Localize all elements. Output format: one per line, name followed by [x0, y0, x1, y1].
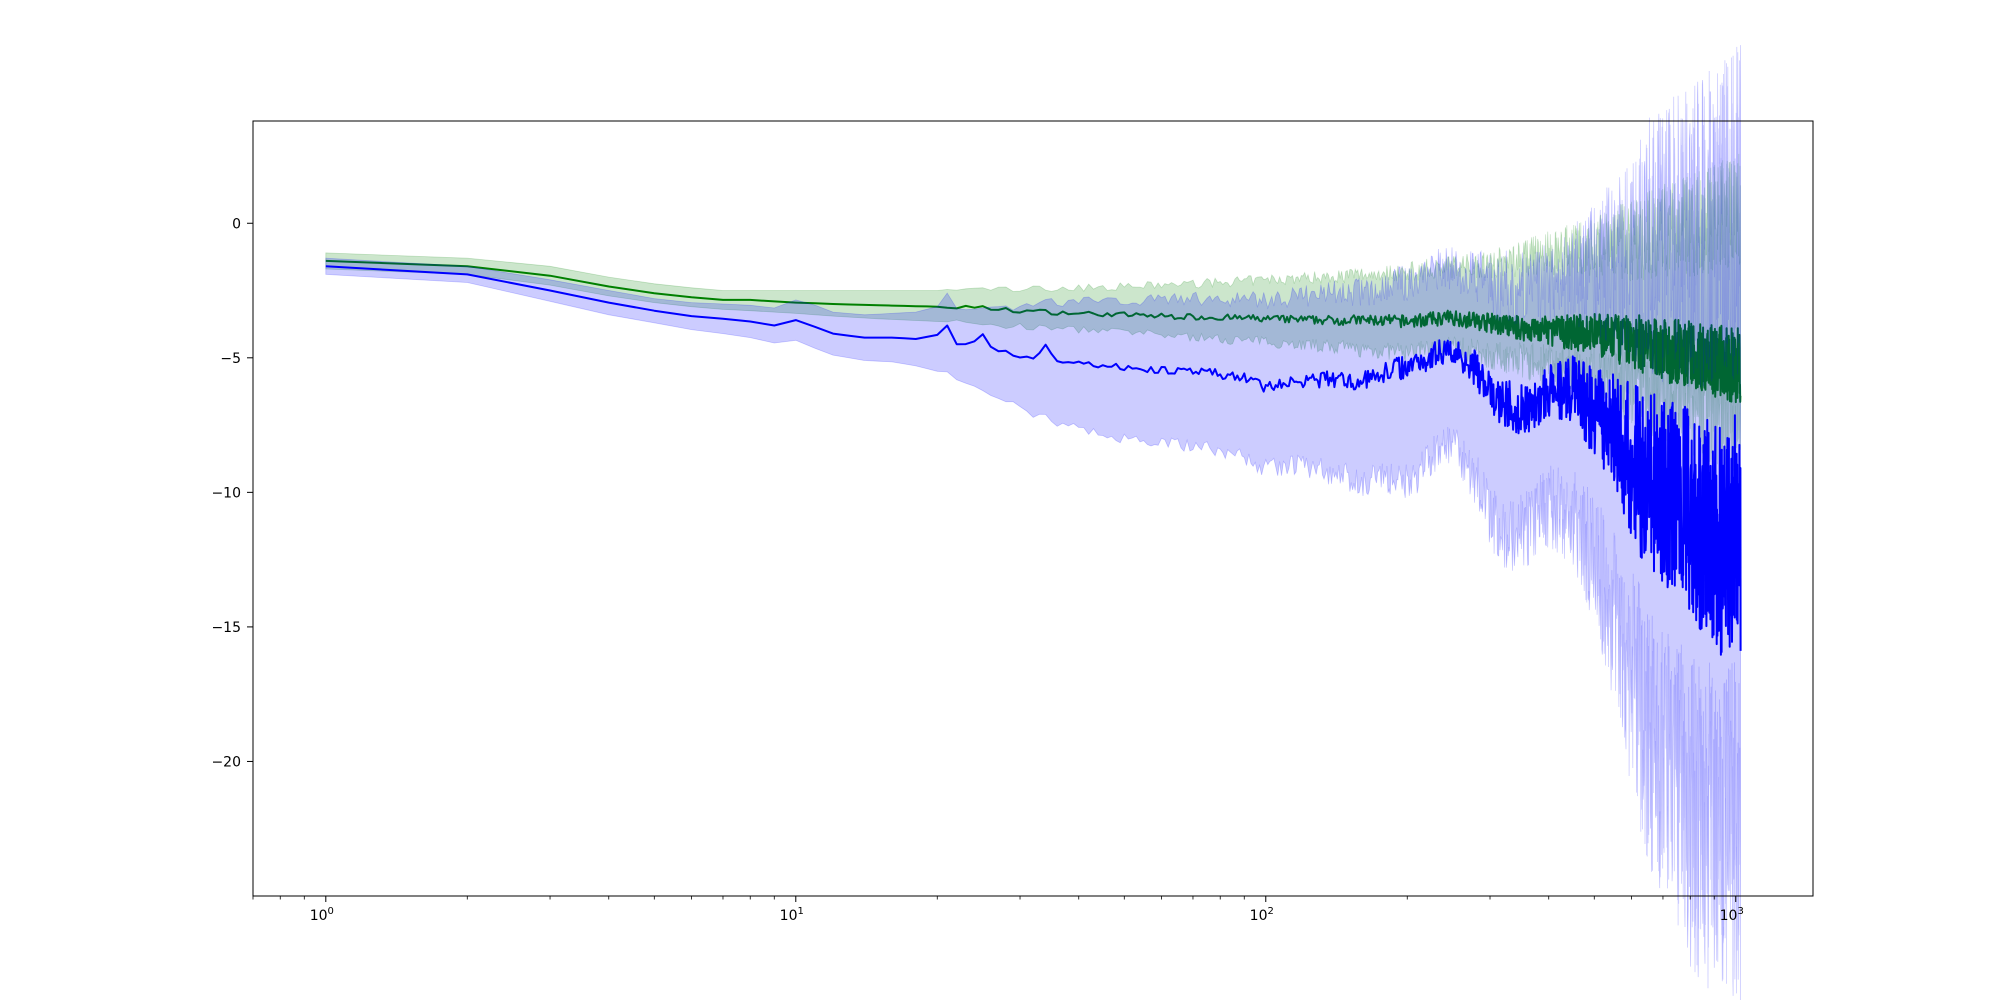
- series-1-band: [325, 153, 1741, 471]
- y-tick-label: −15: [211, 620, 241, 636]
- series-1-line: [325, 259, 1742, 404]
- x-tick-label: 102: [1250, 906, 1274, 924]
- y-tick-label: −10: [211, 485, 241, 501]
- y-tick-label: −20: [211, 754, 241, 770]
- x-axis: 100 101 102 103: [252, 896, 1744, 924]
- plot-frame: [252, 120, 1814, 897]
- y-tick-label: −5: [220, 351, 241, 367]
- series-2-band: [325, 45, 1741, 1000]
- y-axis: 0 −5 −10 −15 −20: [211, 216, 253, 770]
- series-2-line: [325, 265, 1742, 656]
- plot-area: [325, 45, 1742, 1000]
- series-2: [325, 45, 1742, 1000]
- x-tick-label: 103: [1720, 906, 1744, 924]
- y-tick-label: 0: [232, 216, 241, 232]
- series-1: [325, 153, 1742, 471]
- x-tick-label: 100: [310, 906, 334, 924]
- x-tick-label: 101: [780, 906, 804, 924]
